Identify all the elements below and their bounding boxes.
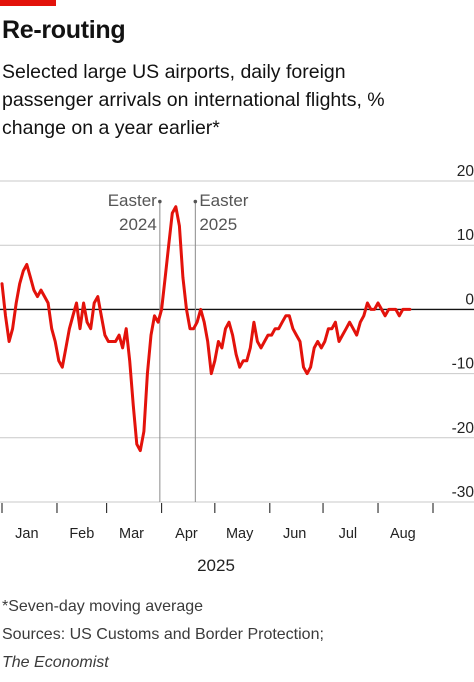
footnote: *Seven-day moving average [2,598,204,615]
publisher-credit: The Economist [2,654,109,671]
brand-accent-bar [0,0,56,6]
y-tick-label: -20 [452,420,474,437]
easter-annotation-label: 2024 [119,215,157,234]
sources-note: Sources: US Customs and Border Protectio… [2,626,324,643]
series-layer [0,205,412,453]
easter-annotation-label: Easter [199,191,248,210]
x-tick-label: Aug [390,526,416,542]
x-axis: Jan Feb Mar Apr May Jun Jul Aug [1,503,434,542]
y-axis-ticks: 20 10 0 -10 -20 -30 [452,163,474,501]
chart-subtitle: Selected large US airports, daily foreig… [2,61,385,139]
easter-annotation-label: Easter [108,191,157,210]
chart-title: Re-routing [2,16,126,44]
x-tick-label: Mar [119,526,144,542]
x-axis-year-label: 2025 [197,556,235,575]
x-tick-label: Apr [175,526,198,542]
easter-annotations: Easter 2024 Easter 2025 [108,191,249,502]
y-tick-label: 20 [457,163,474,180]
y-tick-label: 0 [465,291,474,308]
x-tick-label: May [226,526,254,542]
series-line [0,205,412,453]
x-tick-label: Feb [69,526,94,542]
x-tick-label: Jul [339,526,358,542]
easter-annotation-label: 2025 [199,215,237,234]
y-tick-label: -30 [452,484,474,501]
easter-marker-dot [158,199,162,204]
line-chart: Easter 2024 Easter 2025 20 10 0 -10 -20 -30 Jan F… [0,163,474,575]
x-tick-label: Jan [15,526,38,542]
y-tick-label: 10 [457,227,474,244]
x-tick-label: Jun [283,526,306,542]
y-tick-label: -10 [452,356,474,373]
easter-marker-dot [193,199,198,204]
